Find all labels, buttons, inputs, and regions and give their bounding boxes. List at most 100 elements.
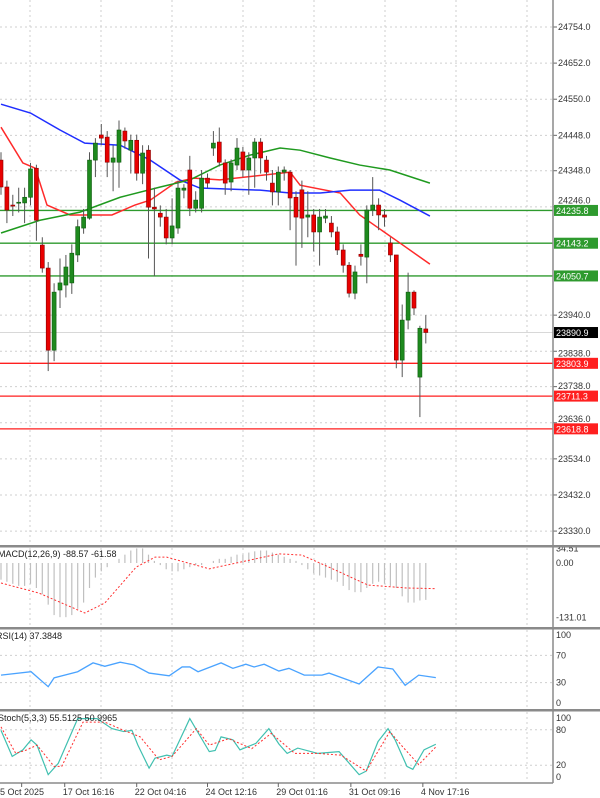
candle[interactable]: [81, 208, 86, 234]
candle[interactable]: [22, 187, 27, 224]
candle[interactable]: [140, 145, 145, 185]
candle[interactable]: [152, 187, 157, 277]
candle[interactable]: [323, 208, 328, 224]
time-tick-label: 22 Oct 04:16: [135, 787, 187, 797]
price-tick-label: 23838.0: [558, 348, 591, 358]
candle-body: [270, 182, 275, 193]
candle[interactable]: [34, 164, 39, 241]
candle-body: [63, 266, 69, 286]
candle[interactable]: [39, 237, 45, 273]
stoch-axis-label: 80: [556, 725, 566, 735]
candle[interactable]: [199, 170, 204, 213]
candle[interactable]: [116, 120, 122, 188]
candle[interactable]: [93, 138, 98, 178]
candle[interactable]: [305, 191, 311, 238]
candle[interactable]: [211, 131, 216, 156]
candle[interactable]: [222, 159, 228, 195]
candle[interactable]: [110, 145, 116, 192]
candle-body: [382, 214, 387, 218]
candle[interactable]: [122, 127, 128, 149]
candle-body: [329, 222, 334, 233]
panel-separator[interactable]: [0, 545, 600, 548]
candle[interactable]: [187, 155, 193, 217]
candle[interactable]: [75, 219, 80, 263]
candle[interactable]: [293, 191, 299, 266]
candle[interactable]: [352, 265, 358, 300]
candle[interactable]: [423, 315, 429, 344]
candle-body: [87, 159, 92, 219]
candle[interactable]: [57, 258, 63, 309]
candle[interactable]: [393, 254, 399, 369]
candle-body: [311, 214, 317, 233]
panel-separator[interactable]: [0, 709, 600, 712]
candle[interactable]: [370, 177, 376, 217]
candle[interactable]: [45, 262, 51, 372]
candle[interactable]: [104, 131, 110, 178]
candle[interactable]: [364, 205, 370, 284]
candle[interactable]: [346, 262, 352, 298]
candle[interactable]: [270, 170, 275, 206]
candle[interactable]: [317, 208, 322, 266]
candle[interactable]: [405, 272, 411, 330]
level-label: 24143.2: [556, 239, 589, 249]
candle[interactable]: [299, 180, 305, 248]
candle[interactable]: [281, 166, 287, 181]
candle[interactable]: [175, 180, 181, 234]
price-panel[interactable]: [0, 103, 553, 430]
panel-separator[interactable]: [0, 627, 600, 630]
candle[interactable]: [417, 325, 423, 418]
stoch-title: Stoch(5,3,3) 55.5125 50.9965: [0, 713, 117, 723]
candle[interactable]: [234, 138, 240, 171]
candle-body: [293, 196, 299, 218]
candle[interactable]: [258, 138, 263, 174]
candle[interactable]: [205, 173, 210, 188]
candle[interactable]: [87, 152, 92, 220]
candle[interactable]: [358, 244, 364, 266]
candle[interactable]: [228, 159, 234, 192]
candle[interactable]: [240, 147, 246, 178]
candle[interactable]: [158, 205, 163, 227]
candle[interactable]: [169, 198, 175, 245]
candle[interactable]: [146, 145, 151, 259]
candle[interactable]: [16, 187, 22, 213]
candle[interactable]: [275, 166, 281, 206]
candle[interactable]: [329, 216, 334, 238]
candle[interactable]: [10, 194, 16, 217]
candle[interactable]: [181, 184, 187, 199]
candle[interactable]: [340, 244, 346, 273]
candle[interactable]: [63, 254, 69, 298]
candle-body: [264, 159, 269, 173]
candle[interactable]: [388, 237, 393, 263]
candle[interactable]: [252, 138, 257, 188]
macd-axis-label: 34.51: [556, 544, 579, 554]
candle[interactable]: [28, 162, 33, 206]
candle[interactable]: [264, 155, 269, 181]
candle[interactable]: [134, 134, 139, 181]
rsi-panel[interactable]: [0, 654, 553, 688]
candle[interactable]: [287, 170, 293, 231]
candle-body: [399, 319, 405, 361]
candle[interactable]: [399, 304, 405, 378]
candle[interactable]: [334, 226, 340, 255]
moving-average-line: [0, 126, 431, 265]
candle-body: [122, 130, 128, 142]
candle[interactable]: [311, 208, 317, 252]
candle[interactable]: [51, 283, 57, 362]
candle[interactable]: [411, 290, 417, 316]
candle[interactable]: [193, 191, 198, 213]
candle-body: [51, 291, 57, 351]
candle[interactable]: [163, 208, 169, 245]
candle[interactable]: [246, 152, 252, 195]
candle[interactable]: [69, 244, 75, 294]
candle-body: [104, 136, 110, 163]
candle[interactable]: [376, 198, 381, 231]
candle[interactable]: [4, 180, 10, 224]
candle[interactable]: [382, 208, 387, 227]
candle[interactable]: [99, 123, 104, 146]
candle[interactable]: [128, 134, 134, 174]
stoch-panel[interactable]: [0, 717, 553, 776]
candle[interactable]: [217, 127, 222, 167]
macd-panel[interactable]: [0, 548, 436, 618]
candle[interactable]: [0, 152, 4, 195]
